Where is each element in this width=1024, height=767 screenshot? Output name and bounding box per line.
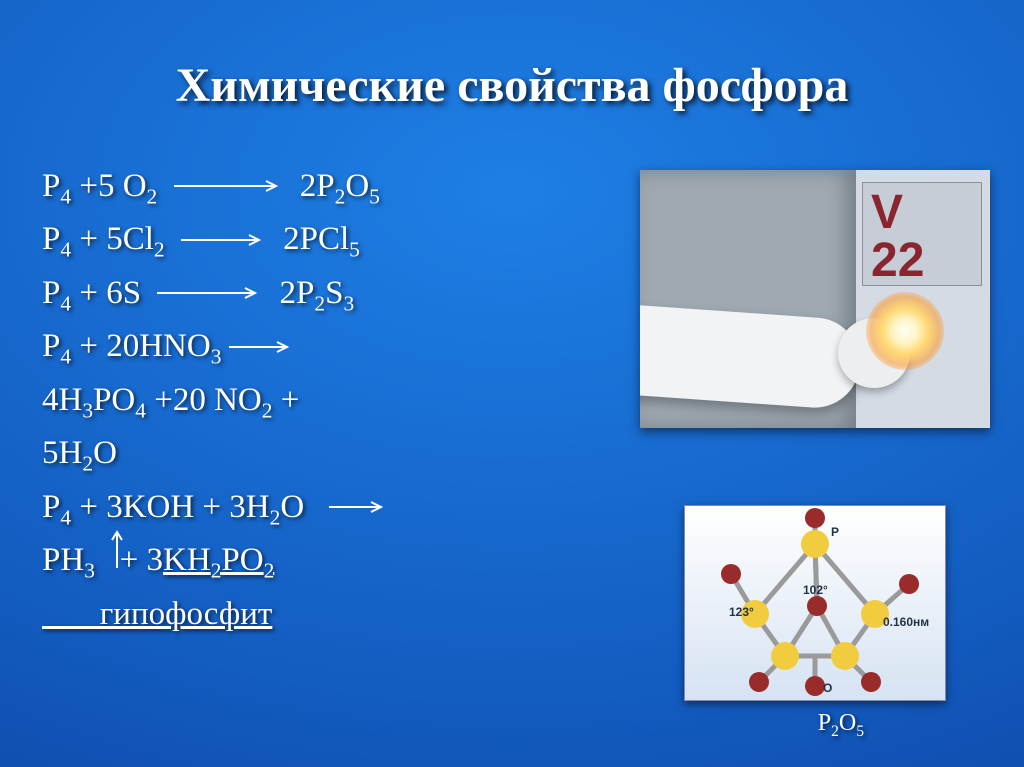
- equation-9: гипофосфит: [42, 588, 602, 641]
- eq1-lhs: P4 +5 O2: [42, 168, 157, 204]
- eq4-lhs: P4 + 20HNO3: [42, 328, 221, 364]
- caption-text: P2O5: [818, 710, 864, 736]
- equation-2: P4 + 5Cl2 2PCl5: [42, 213, 602, 266]
- eq5-text: 4H3PO4 +20 NO2 +: [42, 382, 299, 418]
- eq2-lhs: P4 + 5Cl2: [42, 221, 165, 257]
- equation-4: P4 + 20HNO3: [42, 320, 602, 373]
- eq7-lhs: P4 + 3KOH + 3H2O: [42, 489, 304, 525]
- experiment-photo: V22: [640, 170, 990, 428]
- arrow-icon: [157, 286, 263, 300]
- mol-label-angle-mid: 102°: [803, 583, 828, 597]
- equation-8: PH3 + 3KH2PO2: [42, 534, 602, 587]
- arrow-icon: [181, 233, 267, 247]
- molecule-caption: P2O5: [818, 710, 864, 737]
- photo-sign: V22: [862, 182, 982, 286]
- equation-7: P4 + 3KOH + 3H2O: [42, 481, 602, 534]
- mol-label-o: O: [823, 681, 832, 695]
- molecule-diagram: P 123° 102° 0.160нм O: [684, 505, 946, 701]
- slide: Химические свойства фосфора P4 +5 O2 2P2…: [0, 0, 1024, 767]
- equation-3: P4 + 6S 2P2S3: [42, 267, 602, 320]
- mol-label-angle-left: 123°: [729, 605, 754, 619]
- photo-arm: [640, 303, 863, 410]
- arrow-icon: [229, 340, 295, 354]
- eq6-text: 5H2O: [42, 435, 117, 471]
- mol-label-bond: 0.160нм: [883, 615, 929, 629]
- up-arrow-icon: [110, 528, 124, 587]
- equation-5: 4H3PO4 +20 NO2 +: [42, 374, 602, 427]
- equation-6: 5H2O: [42, 427, 602, 480]
- arrow-icon: [329, 500, 389, 514]
- eq3-rhs: 2P2S3: [280, 275, 355, 311]
- photo-flame: [866, 292, 944, 370]
- eq3-lhs: P4 + 6S: [42, 275, 141, 311]
- eq1-rhs: 2P2O5: [300, 168, 380, 204]
- eq2-rhs: 2PCl5: [283, 221, 360, 257]
- equations-block: P4 +5 O2 2P2O5 P4 + 5Cl2 2PCl5 P4 + 6S 2…: [42, 160, 602, 641]
- eq8-text: PH3 + 3KH2PO2: [42, 542, 274, 578]
- eq9-text: гипофосфит: [42, 596, 272, 632]
- slide-title: Химические свойства фосфора: [0, 58, 1024, 113]
- arrow-icon: [174, 179, 284, 193]
- mol-label-p: P: [831, 525, 839, 539]
- equation-1: P4 +5 O2 2P2O5: [42, 160, 602, 213]
